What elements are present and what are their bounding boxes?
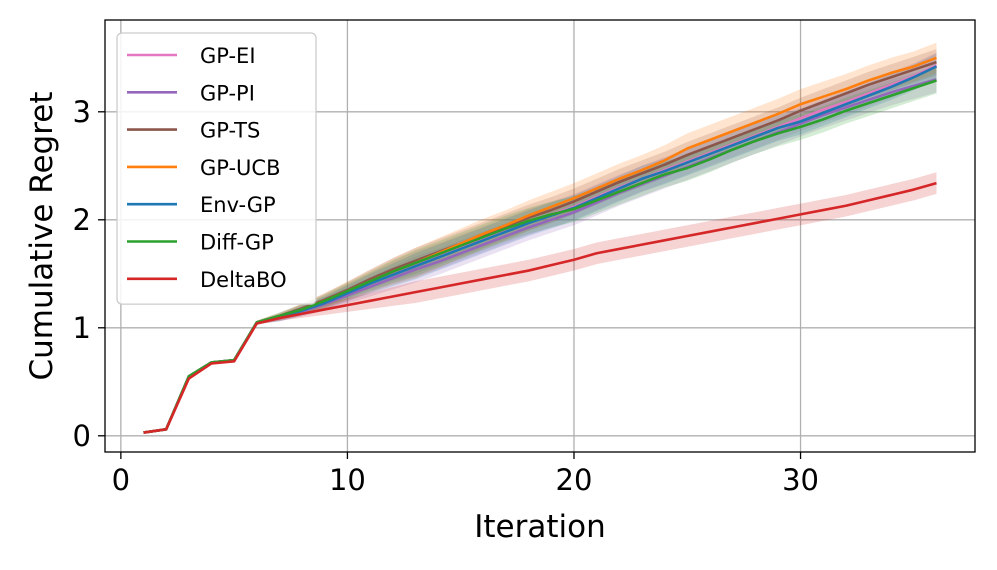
series-line-diff-gp [143,79,937,434]
band-gp-ucb [256,42,937,325]
y-tick-label: 2 [73,203,91,237]
x-tick-label: 0 [112,463,130,497]
legend-label-gp-ts: GP-TS [200,119,260,143]
band-deltabo [256,172,937,325]
x-tick-label: 30 [782,463,819,497]
x-axis-label: Iteration [474,509,606,545]
legend-label-gp-pi: GP-PI [200,81,255,105]
series-line-deltabo [143,181,937,434]
series-lines [143,56,938,434]
legend-label-diff-gp: Diff-GP [200,231,274,255]
legend-label-deltabo: DeltaBO [200,268,287,292]
legend: GP-EI GP-PI GP-TS GP-UCB Env-GP Diff-GP DeltaB… [116,32,317,305]
x-tick-label: 20 [556,463,593,497]
confidence-bands [256,42,937,325]
plot-frame [104,19,976,453]
legend-label-gp-ucb: GP-UCB [200,156,281,180]
y-tick-label: 1 [73,311,91,345]
legend-box [116,32,317,305]
x-tick-label: 10 [329,463,366,497]
axis-ticks: 0 10 20 30 0 1 2 3 [73,95,819,497]
legend-label-env-gp: Env-GP [200,193,276,217]
legend-label-gp-ei: GP-EI [200,44,256,68]
y-tick-label: 3 [73,95,91,129]
y-axis-label: Cumulative Regret [24,92,60,381]
y-tick-label: 0 [73,419,91,453]
